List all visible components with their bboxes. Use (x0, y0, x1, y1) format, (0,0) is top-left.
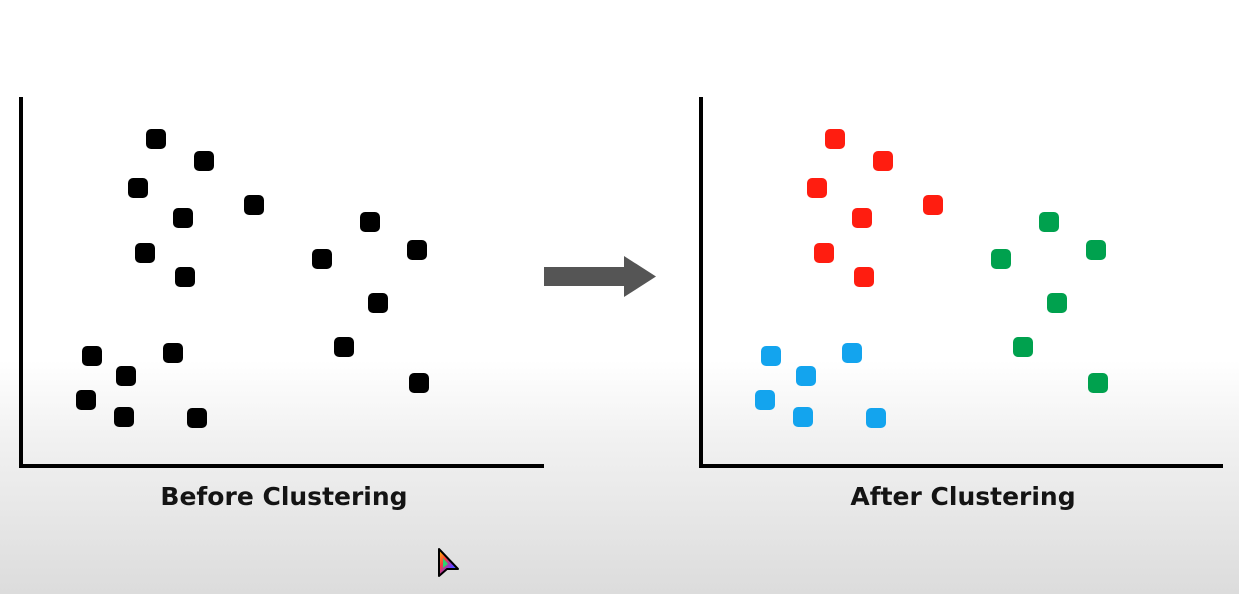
mouse-cursor-icon (438, 548, 459, 577)
before-data-point (187, 408, 207, 428)
after-clustering-panel (699, 97, 1223, 468)
cluster-3-data-point (793, 407, 813, 427)
before-data-point (360, 212, 380, 232)
before-data-point (334, 337, 354, 357)
cluster-2-data-point (1047, 293, 1067, 313)
cluster-3-data-point (761, 346, 781, 366)
before-clustering-panel (19, 97, 544, 468)
before-data-point (244, 195, 264, 215)
before-data-point (76, 390, 96, 410)
after-clustering-caption: After Clustering (850, 482, 1076, 511)
before-data-point (128, 178, 148, 198)
before-data-point (368, 293, 388, 313)
arrow-head (624, 256, 656, 297)
before-data-point (114, 407, 134, 427)
cluster-2-data-point (1039, 212, 1059, 232)
before-data-point (173, 208, 193, 228)
cluster-3-data-point (796, 366, 816, 386)
before-clustering-caption: Before Clustering (160, 482, 408, 511)
cluster-3-data-point (866, 408, 886, 428)
before-data-point (116, 366, 136, 386)
cluster-1-data-point (852, 208, 872, 228)
cluster-2-data-point (1088, 373, 1108, 393)
cluster-1-data-point (814, 243, 834, 263)
before-data-point (82, 346, 102, 366)
cluster-1-data-point (807, 178, 827, 198)
before-data-point (194, 151, 214, 171)
cluster-2-data-point (1086, 240, 1106, 260)
after-points (755, 129, 1108, 428)
before-data-point (409, 373, 429, 393)
cluster-1-data-point (873, 151, 893, 171)
before-data-point (135, 243, 155, 263)
cluster-1-data-point (923, 195, 943, 215)
before-points (76, 129, 429, 428)
before-data-point (175, 267, 195, 287)
before-data-point (407, 240, 427, 260)
cluster-2-data-point (991, 249, 1011, 269)
cluster-1-data-point (854, 267, 874, 287)
cluster-2-data-point (1013, 337, 1033, 357)
before-data-point (312, 249, 332, 269)
right-arrow-icon (544, 256, 656, 297)
cluster-3-data-point (842, 343, 862, 363)
before-data-point (163, 343, 183, 363)
before-data-point (146, 129, 166, 149)
cluster-1-data-point (825, 129, 845, 149)
cluster-3-data-point (755, 390, 775, 410)
arrow-shaft (544, 267, 626, 286)
